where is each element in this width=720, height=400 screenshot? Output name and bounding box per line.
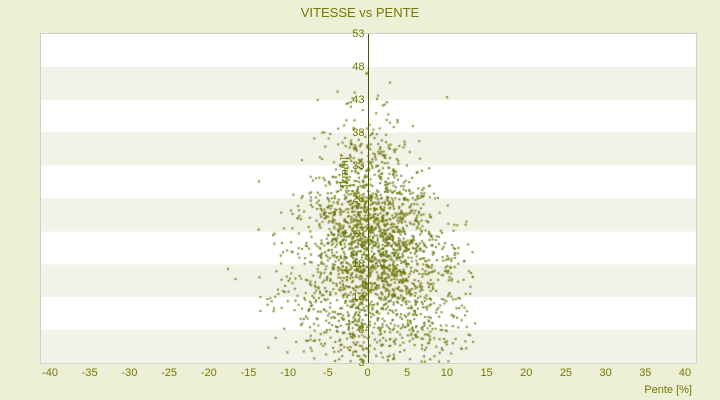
- plot-area: [km/h] 53484338332823181383: [40, 28, 697, 369]
- x-axis-tick-label: 30: [599, 367, 612, 379]
- y-axis-tick-label: 3: [358, 357, 365, 369]
- x-axis-tick-label: -10: [280, 367, 297, 379]
- x-axis-tick-label: -20: [200, 367, 217, 379]
- x-axis-tick-label: 20: [520, 367, 533, 379]
- x-axis-tick-label: -5: [322, 367, 333, 379]
- x-axis-tick-label: -40: [42, 367, 58, 379]
- x-axis-label: Pente [%]: [644, 384, 692, 396]
- scatter-points-canvas: [41, 34, 696, 363]
- x-axis-tick-label: 35: [639, 367, 652, 379]
- x-axis-tick-label: 5: [404, 367, 411, 379]
- x-axis-tick-label: 10: [440, 367, 453, 379]
- x-axis-tick-label: 0: [364, 367, 371, 379]
- x-axis-tick-label: -35: [81, 367, 98, 379]
- x-axis-tick-label: 15: [480, 367, 493, 379]
- x-axis-tick-label: -15: [240, 367, 257, 379]
- x-axis-tick-label: 40: [678, 367, 692, 379]
- x-axis-tick-labels: -40 -35 -30 -25 -20 -15 -10 -5 0 5 10 15 20 25 30 35 40: [40, 367, 695, 381]
- chart-title: VITESSE vs PENTE: [300, 5, 420, 20]
- x-axis-tick-label: -30: [121, 367, 138, 379]
- x-axis-tick-label: 25: [559, 367, 573, 379]
- x-axis-tick-label: -25: [161, 367, 178, 379]
